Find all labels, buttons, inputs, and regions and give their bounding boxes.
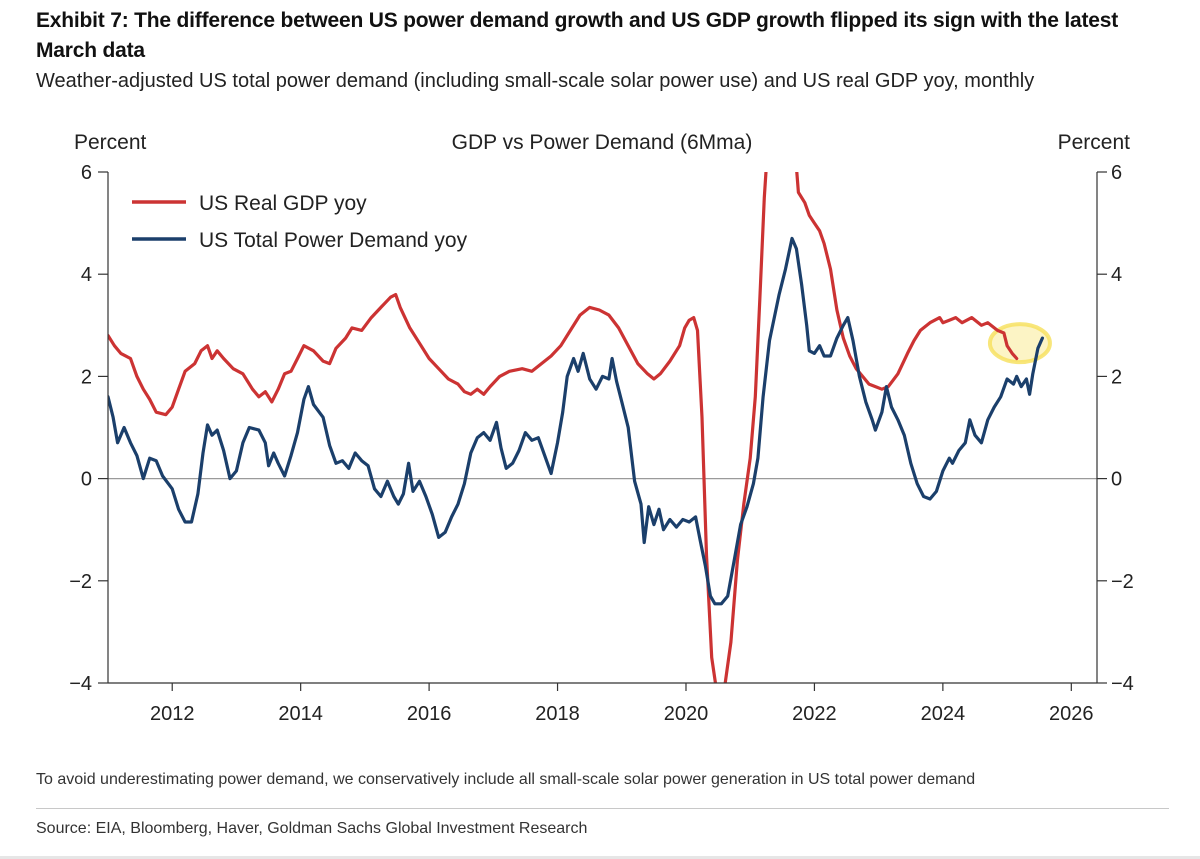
y-tick-label-left: 2 <box>81 366 92 388</box>
x-tick-label: 2022 <box>792 703 837 725</box>
axis-layer: −4 −4 −2 −2 0 0 2 2 4 4 6 6 2012 2014 2016 2018 2020 2022… <box>69 162 1134 725</box>
y-axis-label-right: Percent <box>1058 131 1131 154</box>
y-tick-label-left: −4 <box>69 673 92 695</box>
y-tick-label-right: 6 <box>1111 162 1122 184</box>
source-note: Source: EIA, Bloomberg, Haver, Goldman S… <box>36 820 588 837</box>
exhibit-title: Exhibit 7: The difference between US pow… <box>36 9 1118 62</box>
x-tick-label: 2026 <box>1049 703 1094 725</box>
y-tick-label-left: 4 <box>81 264 92 286</box>
y-tick-label-right: −2 <box>1111 571 1134 593</box>
legend-label-power-demand: US Total Power Demand yoy <box>199 229 468 252</box>
divider <box>36 808 1169 809</box>
legend: US Real GDP yoy US Total Power Demand yoy <box>132 192 468 252</box>
line-chart: −4 −4 −2 −2 0 0 2 2 4 4 6 6 2012 2014 2016 2018 2020 2022… <box>69 131 1134 725</box>
y-tick-label-right: −4 <box>1111 673 1134 695</box>
series-layer <box>108 172 1052 683</box>
exhibit-subtitle: Weather-adjusted US total power demand (… <box>36 70 1035 92</box>
y-tick-label-left: −2 <box>69 571 92 593</box>
x-tick-label: 2018 <box>535 703 580 725</box>
series-line-gdp <box>108 172 1019 683</box>
y-tick-label-left: 0 <box>81 469 92 491</box>
chart-title: GDP vs Power Demand (6Mma) <box>452 131 753 154</box>
x-tick-label: 2016 <box>407 703 452 725</box>
y-tick-label-right: 4 <box>1111 264 1122 286</box>
y-tick-label-right: 0 <box>1111 469 1122 491</box>
x-tick-label: 2020 <box>664 703 709 725</box>
legend-label-gdp: US Real GDP yoy <box>199 192 367 215</box>
page-bottom-border <box>0 856 1200 859</box>
x-tick-label: 2012 <box>150 703 195 725</box>
footnote: To avoid underestimating power demand, w… <box>36 771 976 788</box>
y-axis-label-left: Percent <box>74 131 147 154</box>
x-tick-label: 2024 <box>921 703 966 725</box>
series-line-power-demand <box>108 236 1044 606</box>
y-tick-label-left: 6 <box>81 162 92 184</box>
y-tick-label-right: 2 <box>1111 366 1122 388</box>
highlight-ring <box>987 322 1052 365</box>
x-tick-label: 2014 <box>278 703 323 725</box>
